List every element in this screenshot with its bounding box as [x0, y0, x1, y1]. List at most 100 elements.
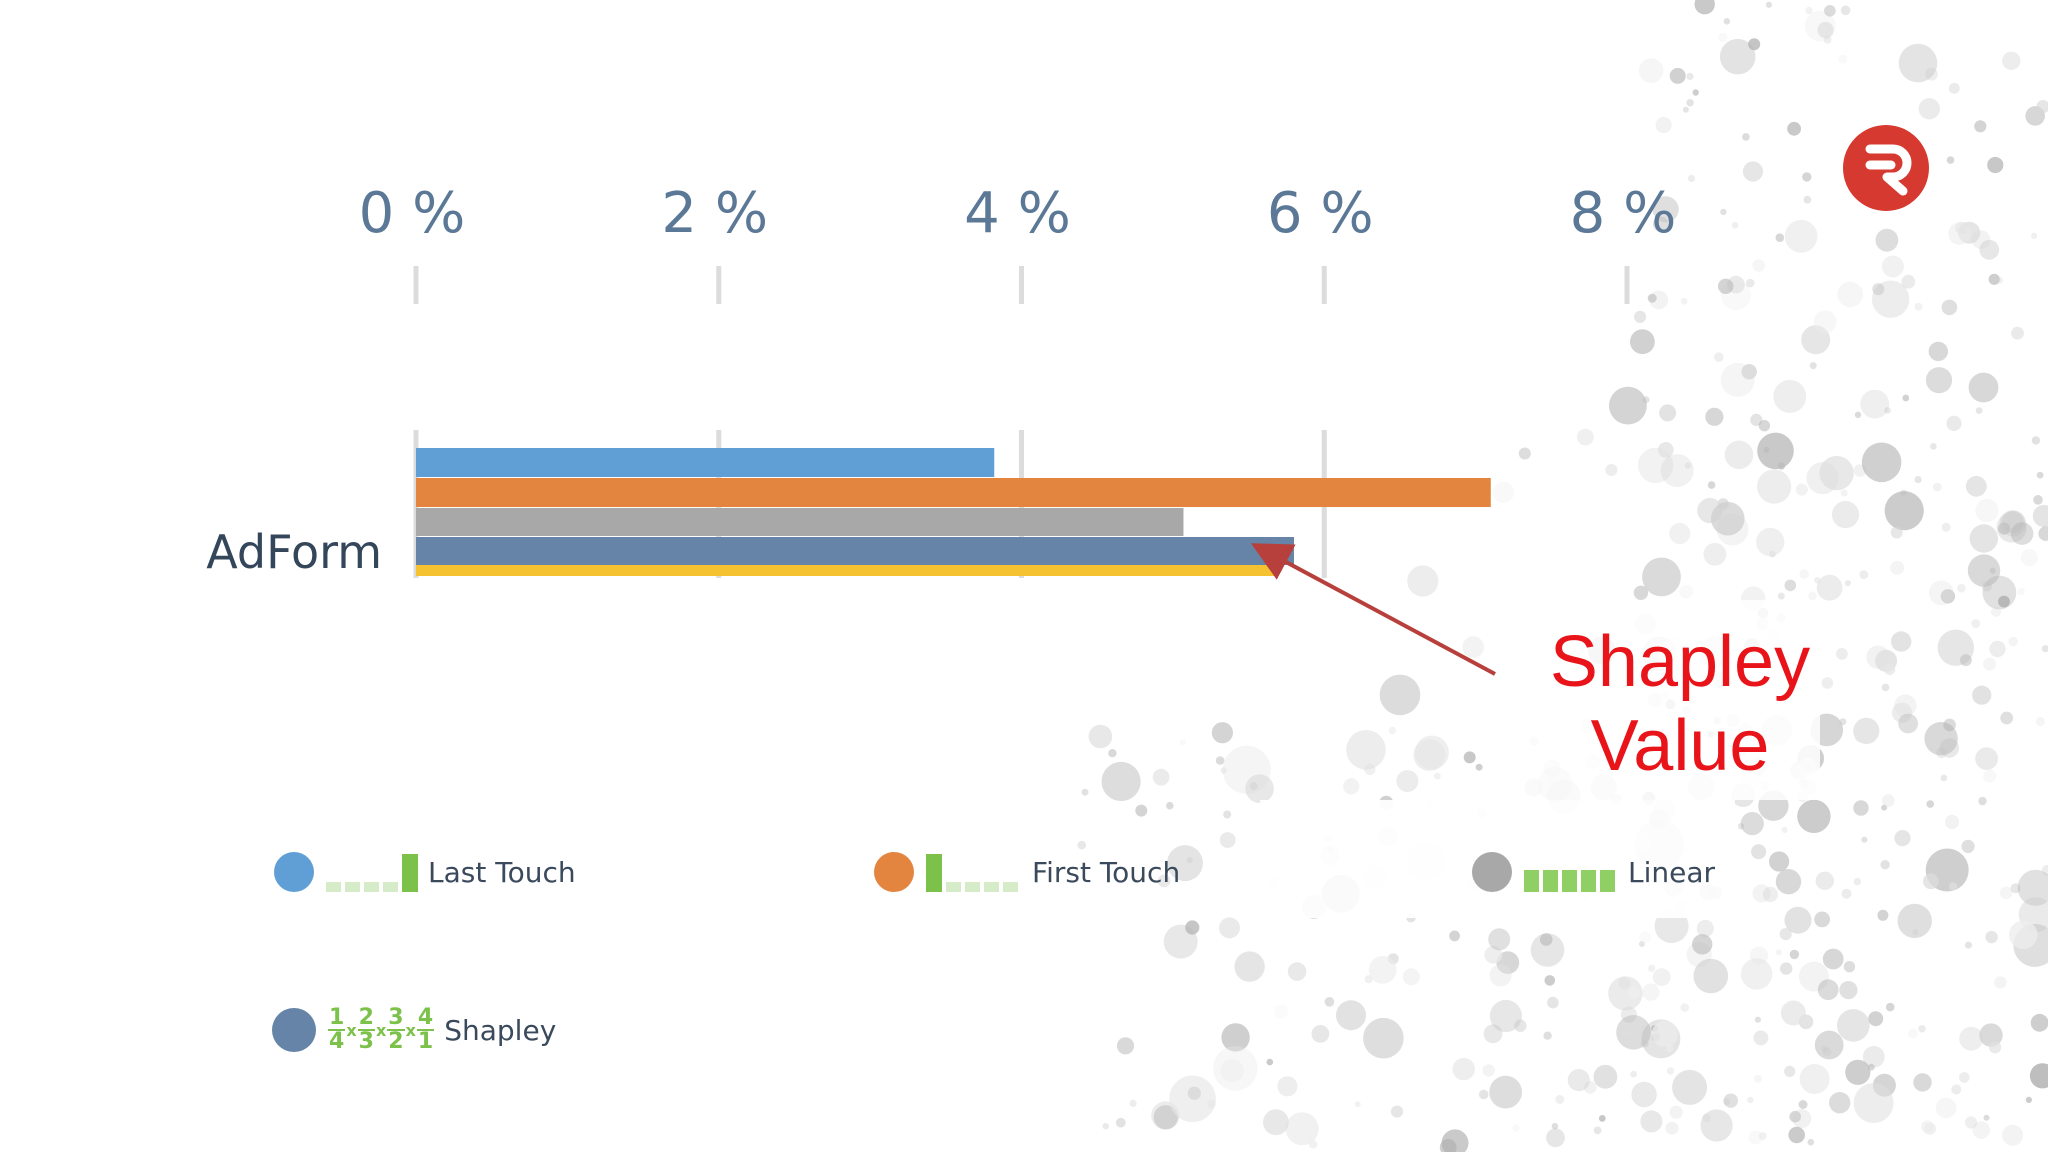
bar-last-touch — [416, 448, 995, 477]
background-dot — [1311, 1025, 1330, 1043]
background-dot — [1883, 663, 1896, 675]
background-dot — [1930, 443, 1937, 450]
background-dot — [1787, 121, 1801, 136]
background-dot — [1081, 788, 1089, 796]
background-dot — [1797, 799, 1831, 833]
background-dot — [1179, 739, 1186, 746]
x-tick-label: 4 % — [964, 181, 1071, 246]
background-dot — [1881, 804, 1888, 811]
background-dot — [1539, 933, 1553, 946]
background-dot — [1489, 1075, 1522, 1109]
background-dot — [1817, 979, 1839, 1001]
background-dot — [1901, 274, 1916, 289]
background-dot — [1530, 933, 1565, 967]
background-dot — [1686, 72, 1694, 80]
background-dot — [1822, 948, 1844, 970]
background-dot — [1741, 364, 1757, 380]
background-dot — [1839, 718, 1847, 726]
background-dot — [1660, 454, 1694, 487]
background-dot — [1720, 362, 1755, 397]
background-dot — [1777, 462, 1786, 470]
background-dot — [1680, 1003, 1689, 1012]
background-dot — [1687, 174, 1696, 182]
background-dot — [1769, 851, 1790, 872]
background-dot — [1923, 873, 1939, 890]
background-dot — [1817, 21, 1834, 39]
background-dot — [1979, 1023, 2003, 1047]
background-dot — [1407, 565, 1439, 597]
background-dot — [1813, 310, 1837, 334]
background-dot — [1449, 930, 1460, 942]
background-dot — [1478, 1089, 1489, 1100]
background-dot — [1781, 826, 1788, 834]
background-dot — [1853, 877, 1862, 886]
background-dot — [1488, 928, 1511, 951]
background-dot — [2002, 1124, 2024, 1146]
legend-item-linear: Linear — [1472, 850, 1715, 894]
background-dot — [1998, 595, 2010, 608]
background-dot — [1651, 1020, 1678, 1047]
background-dot — [1750, 413, 1763, 426]
background-dot — [1819, 455, 1854, 491]
background-dot — [1731, 221, 1739, 229]
background-dot — [1368, 956, 1397, 984]
background-dot — [1957, 583, 1966, 593]
background-dot — [1714, 352, 1724, 362]
background-dot — [1998, 522, 2011, 535]
background-dot — [1807, 1138, 1815, 1146]
background-dot — [1923, 1122, 1937, 1135]
background-dot — [1598, 1115, 1606, 1122]
background-dot — [1925, 367, 1953, 394]
background-dot — [1840, 489, 1848, 497]
background-dot — [1885, 1002, 1895, 1012]
background-dot — [2020, 549, 2038, 566]
background-dot — [2031, 436, 2041, 445]
background-dot — [1840, 5, 1851, 16]
background-dot — [1913, 1073, 1932, 1092]
first-touch-bars-icon — [926, 854, 1018, 892]
background-dot — [2038, 526, 2048, 541]
legend-item-first-touch: First Touch — [874, 850, 1180, 894]
background-dot — [1363, 1017, 1404, 1059]
background-dot — [1765, 1, 1772, 8]
bar-first-touch — [416, 478, 1491, 507]
background-dot — [2000, 711, 2014, 725]
background-dot — [1799, 1064, 1830, 1094]
background-dot — [1658, 442, 1674, 458]
background-dot — [1882, 794, 1895, 807]
background-dot — [2036, 471, 2044, 479]
background-dot — [1273, 1004, 1288, 1019]
background-dot — [1693, 958, 1729, 994]
background-dot — [1186, 857, 1193, 864]
background-dot — [1413, 739, 1446, 771]
background-dot — [1844, 580, 1851, 587]
background-dot — [1567, 1069, 1590, 1092]
background-dot — [1875, 228, 1899, 252]
background-dot — [1692, 89, 1699, 96]
background-dot — [1994, 976, 2007, 989]
x-tick-label: 2 % — [661, 181, 768, 246]
background-dot — [1669, 522, 1691, 545]
legend-dot-shapley — [272, 1008, 316, 1052]
background-dot — [1965, 941, 1972, 949]
background-dot — [1402, 968, 1420, 986]
background-dot — [1941, 299, 1958, 316]
background-dot — [1784, 579, 1797, 592]
background-dot — [1837, 281, 1863, 308]
annotation-line-1: Shapley — [1549, 622, 1811, 702]
background-dot — [1747, 1096, 1754, 1104]
background-dot — [1752, 884, 1771, 903]
background-dot — [1496, 951, 1520, 974]
background-dot — [1642, 983, 1660, 1001]
background-dot — [1707, 481, 1716, 489]
background-dot — [1943, 718, 1956, 732]
legend-dot-first-touch — [874, 852, 914, 892]
background-dot — [2041, 645, 2048, 653]
background-dot — [1166, 801, 1174, 810]
background-dot — [1999, 886, 2013, 900]
background-dot — [1792, 1109, 1812, 1129]
bar-series-5 — [416, 565, 1278, 576]
annotation-arrow — [1250, 543, 1496, 676]
background-dot — [1680, 297, 1688, 305]
background-dot — [1839, 981, 1858, 1000]
